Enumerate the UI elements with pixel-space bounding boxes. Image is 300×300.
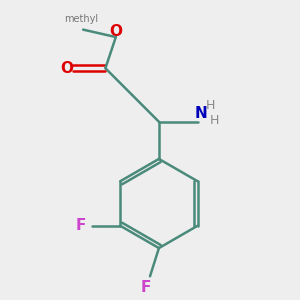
Text: H: H	[210, 114, 220, 127]
Text: O: O	[60, 61, 73, 76]
Text: F: F	[76, 218, 86, 233]
Text: F: F	[141, 280, 151, 295]
Text: methyl: methyl	[64, 14, 99, 24]
Text: O: O	[109, 24, 122, 39]
Text: H: H	[206, 99, 216, 112]
Text: N: N	[194, 106, 207, 121]
